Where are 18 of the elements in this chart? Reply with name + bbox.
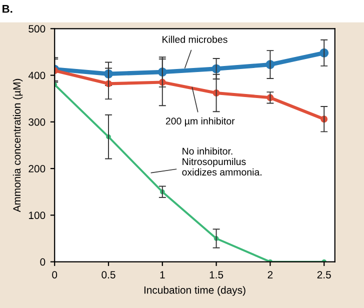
y-tick-label: 200 — [28, 165, 46, 172]
x-tick-label: 2.5 — [317, 271, 331, 278]
x-tick-label: 0 — [52, 271, 58, 278]
text: Killed microbes — [162, 36, 228, 43]
y-tick-label: 300 — [28, 118, 46, 126]
y-tick-label: 500 — [28, 25, 46, 33]
y-tick-label: 100 — [28, 212, 46, 220]
x-axis-title: Incubation time (days) — [144, 286, 246, 296]
y-tick-label: 0 — [40, 258, 46, 266]
x-tick-label: 2 — [268, 271, 273, 278]
x-tick-label: 0.5 — [102, 271, 116, 278]
y-tick-label: 400 — [28, 72, 46, 80]
chart-title: B. — [2, 5, 12, 13]
text: 200 µm inhibitor — [166, 117, 235, 126]
text: No inhibitor. Nitrosopumilus oxidizes ammonia. — [182, 147, 262, 176]
y-axis-title: Ammonia concentration (µM) — [12, 78, 23, 212]
x-tick-label: 1 — [160, 271, 165, 278]
x-tick-label: 1.5 — [210, 271, 224, 278]
